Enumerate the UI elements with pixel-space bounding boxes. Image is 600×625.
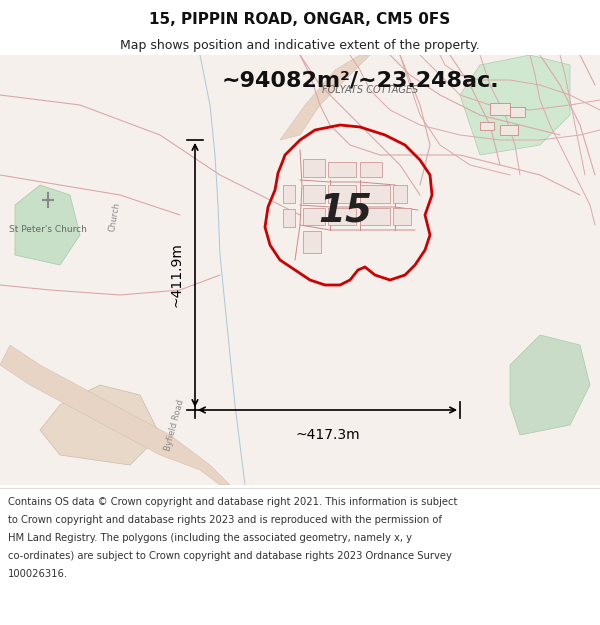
Bar [328, 185, 356, 203]
Polygon shape [15, 185, 80, 265]
Polygon shape [280, 55, 370, 140]
Polygon shape [0, 345, 230, 485]
Text: FOLYATS COTTAGES: FOLYATS COTTAGES [322, 85, 418, 95]
Polygon shape [460, 55, 570, 155]
Bar [360, 162, 382, 177]
Text: Map shows position and indicative extent of the property.: Map shows position and indicative extent… [120, 39, 480, 51]
Bar [328, 208, 356, 225]
Bar [283, 185, 295, 203]
Bar [360, 208, 390, 225]
Bar [490, 103, 510, 115]
Bar [303, 159, 325, 177]
Bar [303, 231, 321, 253]
Text: Contains OS data © Crown copyright and database right 2021. This information is : Contains OS data © Crown copyright and d… [8, 497, 457, 507]
Bar [303, 185, 325, 203]
Text: co-ordinates) are subject to Crown copyright and database rights 2023 Ordnance S: co-ordinates) are subject to Crown copyr… [8, 551, 452, 561]
Polygon shape [510, 335, 590, 435]
Text: ~94082m²/~23.248ac.: ~94082m²/~23.248ac. [221, 70, 499, 90]
Text: Byfield Road: Byfield Road [164, 398, 186, 452]
Bar [480, 122, 494, 130]
Bar [500, 125, 518, 135]
Text: 15: 15 [318, 191, 372, 229]
Bar [303, 208, 325, 225]
Text: Church: Church [108, 201, 122, 232]
Text: ~411.9m: ~411.9m [169, 242, 183, 308]
Bar [393, 208, 411, 225]
Bar [283, 209, 295, 227]
Text: to Crown copyright and database rights 2023 and is reproduced with the permissio: to Crown copyright and database rights 2… [8, 515, 442, 525]
Bar [393, 185, 407, 203]
Polygon shape [40, 385, 160, 465]
Bar [360, 185, 390, 203]
Text: ~417.3m: ~417.3m [295, 428, 360, 442]
Text: St Peter's Church: St Peter's Church [9, 226, 87, 234]
Bar [328, 162, 356, 177]
Text: 15, PIPPIN ROAD, ONGAR, CM5 0FS: 15, PIPPIN ROAD, ONGAR, CM5 0FS [149, 12, 451, 27]
Text: HM Land Registry. The polygons (including the associated geometry, namely x, y: HM Land Registry. The polygons (includin… [8, 533, 412, 543]
Bar [510, 107, 525, 117]
Text: 100026316.: 100026316. [8, 569, 68, 579]
